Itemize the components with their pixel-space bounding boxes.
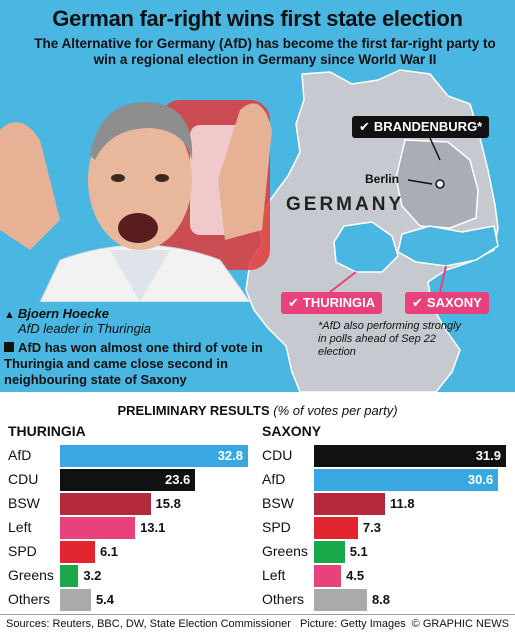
saxony-label: ✔ SAXONY xyxy=(405,292,489,314)
saxony-text: SAXONY xyxy=(426,295,482,310)
saxony-chart-title: SAXONY xyxy=(262,423,322,439)
results-heading: PRELIMINARY RESULTS (% of votes per part… xyxy=(0,403,515,418)
caption-name-text: Bjoern Hoecke xyxy=(17,306,109,321)
thuringia-label: ✔ THURINGIA xyxy=(281,292,383,314)
bar-row: Left 13.1 xyxy=(8,517,248,539)
check-icon: ✔ xyxy=(359,119,370,134)
bar-row: CDU 23.6 xyxy=(8,469,248,491)
brandenburg-text: BRANDENBURG* xyxy=(373,119,483,134)
bar-row: Greens 5.1 xyxy=(262,541,506,563)
bullet-square-icon xyxy=(4,342,14,352)
bar-row: SPD 7.3 xyxy=(262,517,506,539)
bar-value-label: 15.8 xyxy=(155,496,181,511)
bar-category-label: Greens xyxy=(262,543,308,559)
bar-category-label: SPD xyxy=(262,519,291,535)
bar-value-label: 11.8 xyxy=(390,496,415,511)
bar-category-label: Left xyxy=(262,567,286,583)
bar xyxy=(60,445,248,467)
bar-row: AfD 32.8 xyxy=(8,445,248,467)
berlin-dot xyxy=(435,179,445,189)
bar xyxy=(314,493,386,515)
thuringia-chart-title: THURINGIA xyxy=(8,423,86,439)
bar-category-label: Others xyxy=(8,591,51,607)
footer-brand: © GRAPHIC NEWS xyxy=(411,618,509,630)
results-heading-text: PRELIMINARY RESULTS xyxy=(117,403,270,418)
bar-category-label: BSW xyxy=(8,495,40,511)
footer: Sources: Reuters, BBC, DW, State Electio… xyxy=(0,614,515,634)
berlin-arrow xyxy=(407,179,433,185)
caption-body-text: AfD has won almost one third of vote in … xyxy=(4,340,263,387)
bar-category-label: CDU xyxy=(262,447,293,463)
bar-row: BSW 15.8 xyxy=(8,493,248,515)
bar-value-label: 4.5 xyxy=(346,568,365,583)
bar xyxy=(314,445,506,467)
page-title: German far-right wins first state electi… xyxy=(52,6,463,31)
bar-category-label: Others xyxy=(262,591,305,607)
berlin-label: Berlin xyxy=(365,172,400,186)
bar-value-label: 32.8 xyxy=(217,448,243,463)
bar-row: SPD 6.1 xyxy=(8,541,248,563)
bar xyxy=(314,589,367,611)
bar-value-label: 23.6 xyxy=(164,472,191,487)
bar-category-label: AfD xyxy=(262,471,286,487)
saxony-pointer xyxy=(439,265,447,293)
caption-body: AfD has won almost one third of vote in … xyxy=(4,340,304,388)
bar xyxy=(314,541,345,563)
bar-row: Left 4.5 xyxy=(262,565,506,587)
bar-category-label: Left xyxy=(8,519,32,535)
thuringia-bar-chart: AfD 32.8 CDU 23.6 BSW 15.8 Left 13.1 SPD 6.1 Green… xyxy=(8,445,248,611)
bar-row: CDU 31.9 xyxy=(262,445,506,467)
bar-value-label: 8.8 xyxy=(371,592,391,607)
bar-row: BSW 11.8 xyxy=(262,493,506,515)
brandenburg-label: ✔ BRANDENBURG* xyxy=(352,116,490,138)
bar-category-label: Greens xyxy=(8,567,54,583)
portrait-photo xyxy=(0,100,272,302)
bar-row: Greens 3.2 xyxy=(8,565,248,587)
footer-picture-credit: Picture: Getty Images xyxy=(300,618,406,630)
brandenburg-footnote: *AfD also performing strongly in polls a… xyxy=(318,320,462,358)
check-icon: ✔ xyxy=(412,295,423,310)
brandenburg-pointer xyxy=(429,137,441,161)
bar-value-label: 3.2 xyxy=(83,568,102,583)
footer-sources: Sources: Reuters, BBC, DW, State Electio… xyxy=(6,618,291,630)
saxony-region-shape xyxy=(397,225,499,267)
triangle-icon: ▲ xyxy=(4,309,15,321)
bar-category-label: CDU xyxy=(8,471,39,487)
bar xyxy=(60,469,196,491)
bar-row: Others 5.4 xyxy=(8,589,248,611)
bar xyxy=(60,565,79,587)
bar-value-label: 31.9 xyxy=(475,448,501,463)
bar xyxy=(314,469,499,491)
header-panel: German far-right wins first state electi… xyxy=(0,0,515,392)
thuringia-region xyxy=(333,221,399,273)
saxony-bar-chart: CDU 31.9 AfD 30.6 BSW 11.8 SPD 7.3 Greens 5.1 Left… xyxy=(262,445,506,611)
caption-role: AfD leader in Thuringia xyxy=(18,321,151,336)
thuringia-text: THURINGIA xyxy=(302,295,376,310)
bar xyxy=(314,517,358,539)
bar-value-label: 6.1 xyxy=(99,544,119,559)
country-label: GERMANY xyxy=(286,194,405,215)
check-icon: ✔ xyxy=(288,295,299,310)
results-unit: (% of votes per party) xyxy=(273,403,398,418)
bar xyxy=(60,517,136,539)
page-subtitle: The Alternative for Germany (AfD) has be… xyxy=(34,36,496,67)
thuringia-pointer xyxy=(329,271,357,293)
bar-value-label: 5.4 xyxy=(95,592,115,607)
bar-category-label: BSW xyxy=(262,495,294,511)
bar xyxy=(60,589,91,611)
caption-name: ▲ Bjoern Hoecke xyxy=(4,306,304,321)
bar-value-label: 5.1 xyxy=(349,544,368,559)
bar-value-label: 13.1 xyxy=(140,520,166,535)
bar-category-label: AfD xyxy=(8,447,32,463)
bar xyxy=(314,565,342,587)
bar-value-label: 30.6 xyxy=(467,472,494,487)
photo-caption: ▲ Bjoern Hoecke AfD leader in Thuringia A… xyxy=(4,306,304,388)
bar-category-label: SPD xyxy=(8,543,37,559)
bar xyxy=(60,541,95,563)
bar xyxy=(60,493,151,515)
bar-row: Others 8.8 xyxy=(262,589,506,611)
bar-value-label: 7.3 xyxy=(362,520,381,535)
bar-row: AfD 30.6 xyxy=(262,469,506,491)
